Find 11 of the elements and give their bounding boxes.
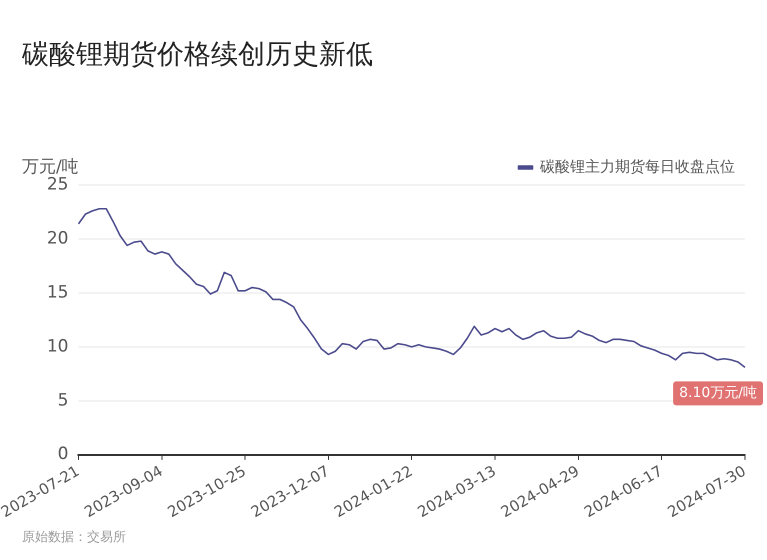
y-tick-label: 15: [46, 282, 68, 302]
y-axis-title: 万元/吨: [22, 156, 79, 177]
y-tick-label: 0: [58, 444, 68, 464]
y-tick-label: 5: [58, 390, 68, 410]
y-tick-label: 25: [46, 174, 68, 194]
annotation: 8.10万元/吨: [679, 385, 757, 402]
legend-label: 碳酸锂主力期货每日收盘点位: [539, 157, 735, 176]
y-tick-label: 20: [46, 228, 68, 248]
y-tick-label: 10: [46, 336, 68, 356]
text: 原始数据：交易所: [22, 529, 126, 547]
chart-title: 碳酸锂期货价格续创历史新低: [22, 38, 373, 72]
